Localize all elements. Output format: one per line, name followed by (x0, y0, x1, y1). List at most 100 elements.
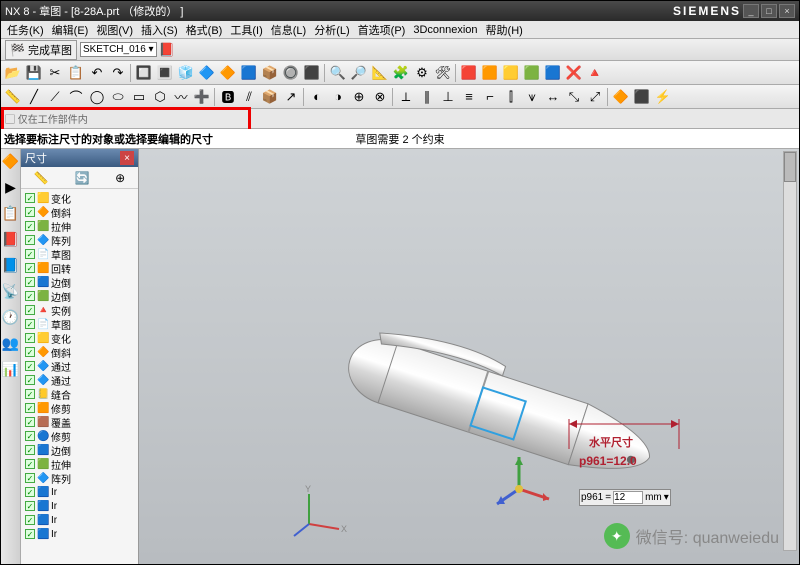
checkbox-icon[interactable]: ✓ (25, 445, 35, 455)
tool-button[interactable]: ⫿ (501, 87, 521, 107)
checkbox-icon[interactable]: ✓ (25, 403, 35, 413)
scrollbar-vertical[interactable] (783, 151, 797, 551)
checkbox-icon[interactable]: ✓ (25, 515, 35, 525)
tool-button[interactable]: ↶ (87, 63, 107, 83)
tree-item[interactable]: ✓🟦边倒 (23, 443, 136, 457)
checkbox-icon[interactable]: ✓ (25, 375, 35, 385)
menu-info[interactable]: 信息(L) (267, 22, 310, 38)
tree-item[interactable]: ✓📄草图 (23, 247, 136, 261)
tool-button[interactable]: ✂ (45, 63, 65, 83)
resource-tab[interactable]: ▶ (2, 177, 20, 197)
tool-button[interactable]: 🟥 (459, 63, 479, 83)
tool-button[interactable]: ⬡ (150, 87, 170, 107)
resource-tab[interactable]: 🕐 (2, 307, 20, 327)
tool-button[interactable]: ⟋ (45, 87, 65, 107)
tool-button[interactable]: 🔶 (611, 87, 631, 107)
tool-button[interactable]: ◑ (328, 87, 348, 107)
tool-button[interactable]: 🔶 (218, 63, 238, 83)
tool-button[interactable]: ≡ (459, 87, 479, 107)
tool-button[interactable]: 💾 (24, 63, 44, 83)
tool-button[interactable]: ⤢ (585, 87, 605, 107)
resource-tab[interactable]: 🔶 (2, 151, 20, 171)
checkbox-icon[interactable]: ✓ (25, 333, 35, 343)
tool-button[interactable]: 🔷 (197, 63, 217, 83)
tool-button[interactable]: ⤡ (564, 87, 584, 107)
tool-button[interactable]: 🔎 (349, 63, 369, 83)
sketch-selector[interactable]: SKETCH_016 ▾ (80, 42, 157, 57)
tree-item[interactable]: ✓🟨变化 (23, 191, 136, 205)
tool-button[interactable]: ⊗ (370, 87, 390, 107)
tree-item[interactable]: ✓🟧回转 (23, 261, 136, 275)
tree-item[interactable]: ✓🟦边倒 (23, 275, 136, 289)
tool-button[interactable]: ↗ (281, 87, 301, 107)
tool-button[interactable]: 🔲 (134, 63, 154, 83)
checkbox-icon[interactable]: ✓ (25, 487, 35, 497)
menu-task[interactable]: 任务(K) (3, 22, 48, 38)
menu-prefs[interactable]: 首选项(P) (354, 22, 410, 38)
close-button[interactable]: × (779, 4, 795, 18)
tree-item[interactable]: ✓📒缝合 (23, 387, 136, 401)
tree-item[interactable]: ✓🟦Ir (23, 527, 136, 541)
tool-button[interactable]: 🟦 (239, 63, 259, 83)
resource-tab[interactable]: 📋 (2, 203, 20, 223)
tool-button[interactable]: 🟩 (522, 63, 542, 83)
resource-tab[interactable]: 📊 (2, 359, 20, 379)
checkbox-icon[interactable]: ✓ (25, 305, 35, 315)
tool-button[interactable]: 🔘 (281, 63, 301, 83)
tool-button[interactable]: ❌ (564, 63, 584, 83)
checkbox-icon[interactable]: ✓ (25, 249, 35, 259)
checkbox-icon[interactable]: ✓ (25, 389, 35, 399)
checkbox-icon[interactable]: ✓ (25, 361, 35, 371)
checkbox-icon[interactable]: ✓ (25, 263, 35, 273)
tree-item[interactable]: ✓📄草图 (23, 317, 136, 331)
tool-button[interactable]: ⌐ (480, 87, 500, 107)
resource-tab[interactable]: 👥 (2, 333, 20, 353)
tree-item[interactable]: ✓🔶倒斜 (23, 345, 136, 359)
checkbox-icon[interactable]: ✓ (25, 277, 35, 287)
tool-button[interactable]: 〰 (171, 87, 191, 107)
tool-button[interactable]: ⬛ (302, 63, 322, 83)
tool-button[interactable]: 📐 (370, 63, 390, 83)
checkbox-icon[interactable]: ✓ (25, 221, 35, 231)
tree-item[interactable]: ✓🔷阵列 (23, 233, 136, 247)
tree-item[interactable]: ✓🟦Ir (23, 513, 136, 527)
tool-button[interactable]: 📦 (260, 87, 280, 107)
menu-edit[interactable]: 编辑(E) (48, 22, 93, 38)
tool-button[interactable]: 🟨 (501, 63, 521, 83)
minimize-button[interactable]: _ (743, 4, 759, 18)
menu-3dconn[interactable]: 3Dconnexion (409, 24, 481, 36)
tree-item[interactable]: ✓🟫覆盖 (23, 415, 136, 429)
tool-button[interactable]: ⫽ (239, 87, 259, 107)
tree-item[interactable]: ✓🟨变化 (23, 331, 136, 345)
tool-button[interactable]: 🛠 (433, 63, 453, 83)
checkbox-icon[interactable]: ✓ (25, 473, 35, 483)
tool-button[interactable]: ⊥ (438, 87, 458, 107)
tool-button[interactable]: ⩛ (522, 87, 542, 107)
checkbox-icon[interactable]: ✓ (25, 347, 35, 357)
tool-button[interactable]: ➕ (192, 87, 212, 107)
tree-item[interactable]: ✓🔷通过 (23, 373, 136, 387)
tree-close-button[interactable]: × (120, 151, 134, 165)
orient-icon[interactable]: 📕 (157, 40, 177, 60)
tree-opt-icon[interactable]: ⊕ (115, 171, 125, 185)
checkbox-icon[interactable]: ✓ (25, 417, 35, 427)
menu-view[interactable]: 视图(V) (92, 22, 137, 38)
tree-dim-icon[interactable]: 📏 (34, 171, 49, 185)
tool-button[interactable]: ◯ (87, 87, 107, 107)
tool-button[interactable]: 📏 (3, 87, 23, 107)
tool-button[interactable]: 🅱 (218, 87, 238, 107)
tree-item[interactable]: ✓🟧修剪 (23, 401, 136, 415)
menu-insert[interactable]: 插入(S) (137, 22, 182, 38)
tool-button[interactable]: 🟦 (543, 63, 563, 83)
checkbox-icon[interactable]: ✓ (25, 291, 35, 301)
tool-button[interactable]: ⌒ (66, 87, 86, 107)
tool-button[interactable]: ⬭ (108, 87, 128, 107)
dim-input[interactable] (613, 491, 643, 504)
tool-button[interactable]: 🟧 (480, 63, 500, 83)
resource-tab[interactable]: 📘 (2, 255, 20, 275)
tree-item[interactable]: ✓🟦Ir (23, 485, 136, 499)
tool-button[interactable]: ╱ (24, 87, 44, 107)
checkbox-icon[interactable]: ✓ (25, 235, 35, 245)
resource-tab[interactable]: 📡 (2, 281, 20, 301)
tool-button[interactable]: 🧊 (176, 63, 196, 83)
